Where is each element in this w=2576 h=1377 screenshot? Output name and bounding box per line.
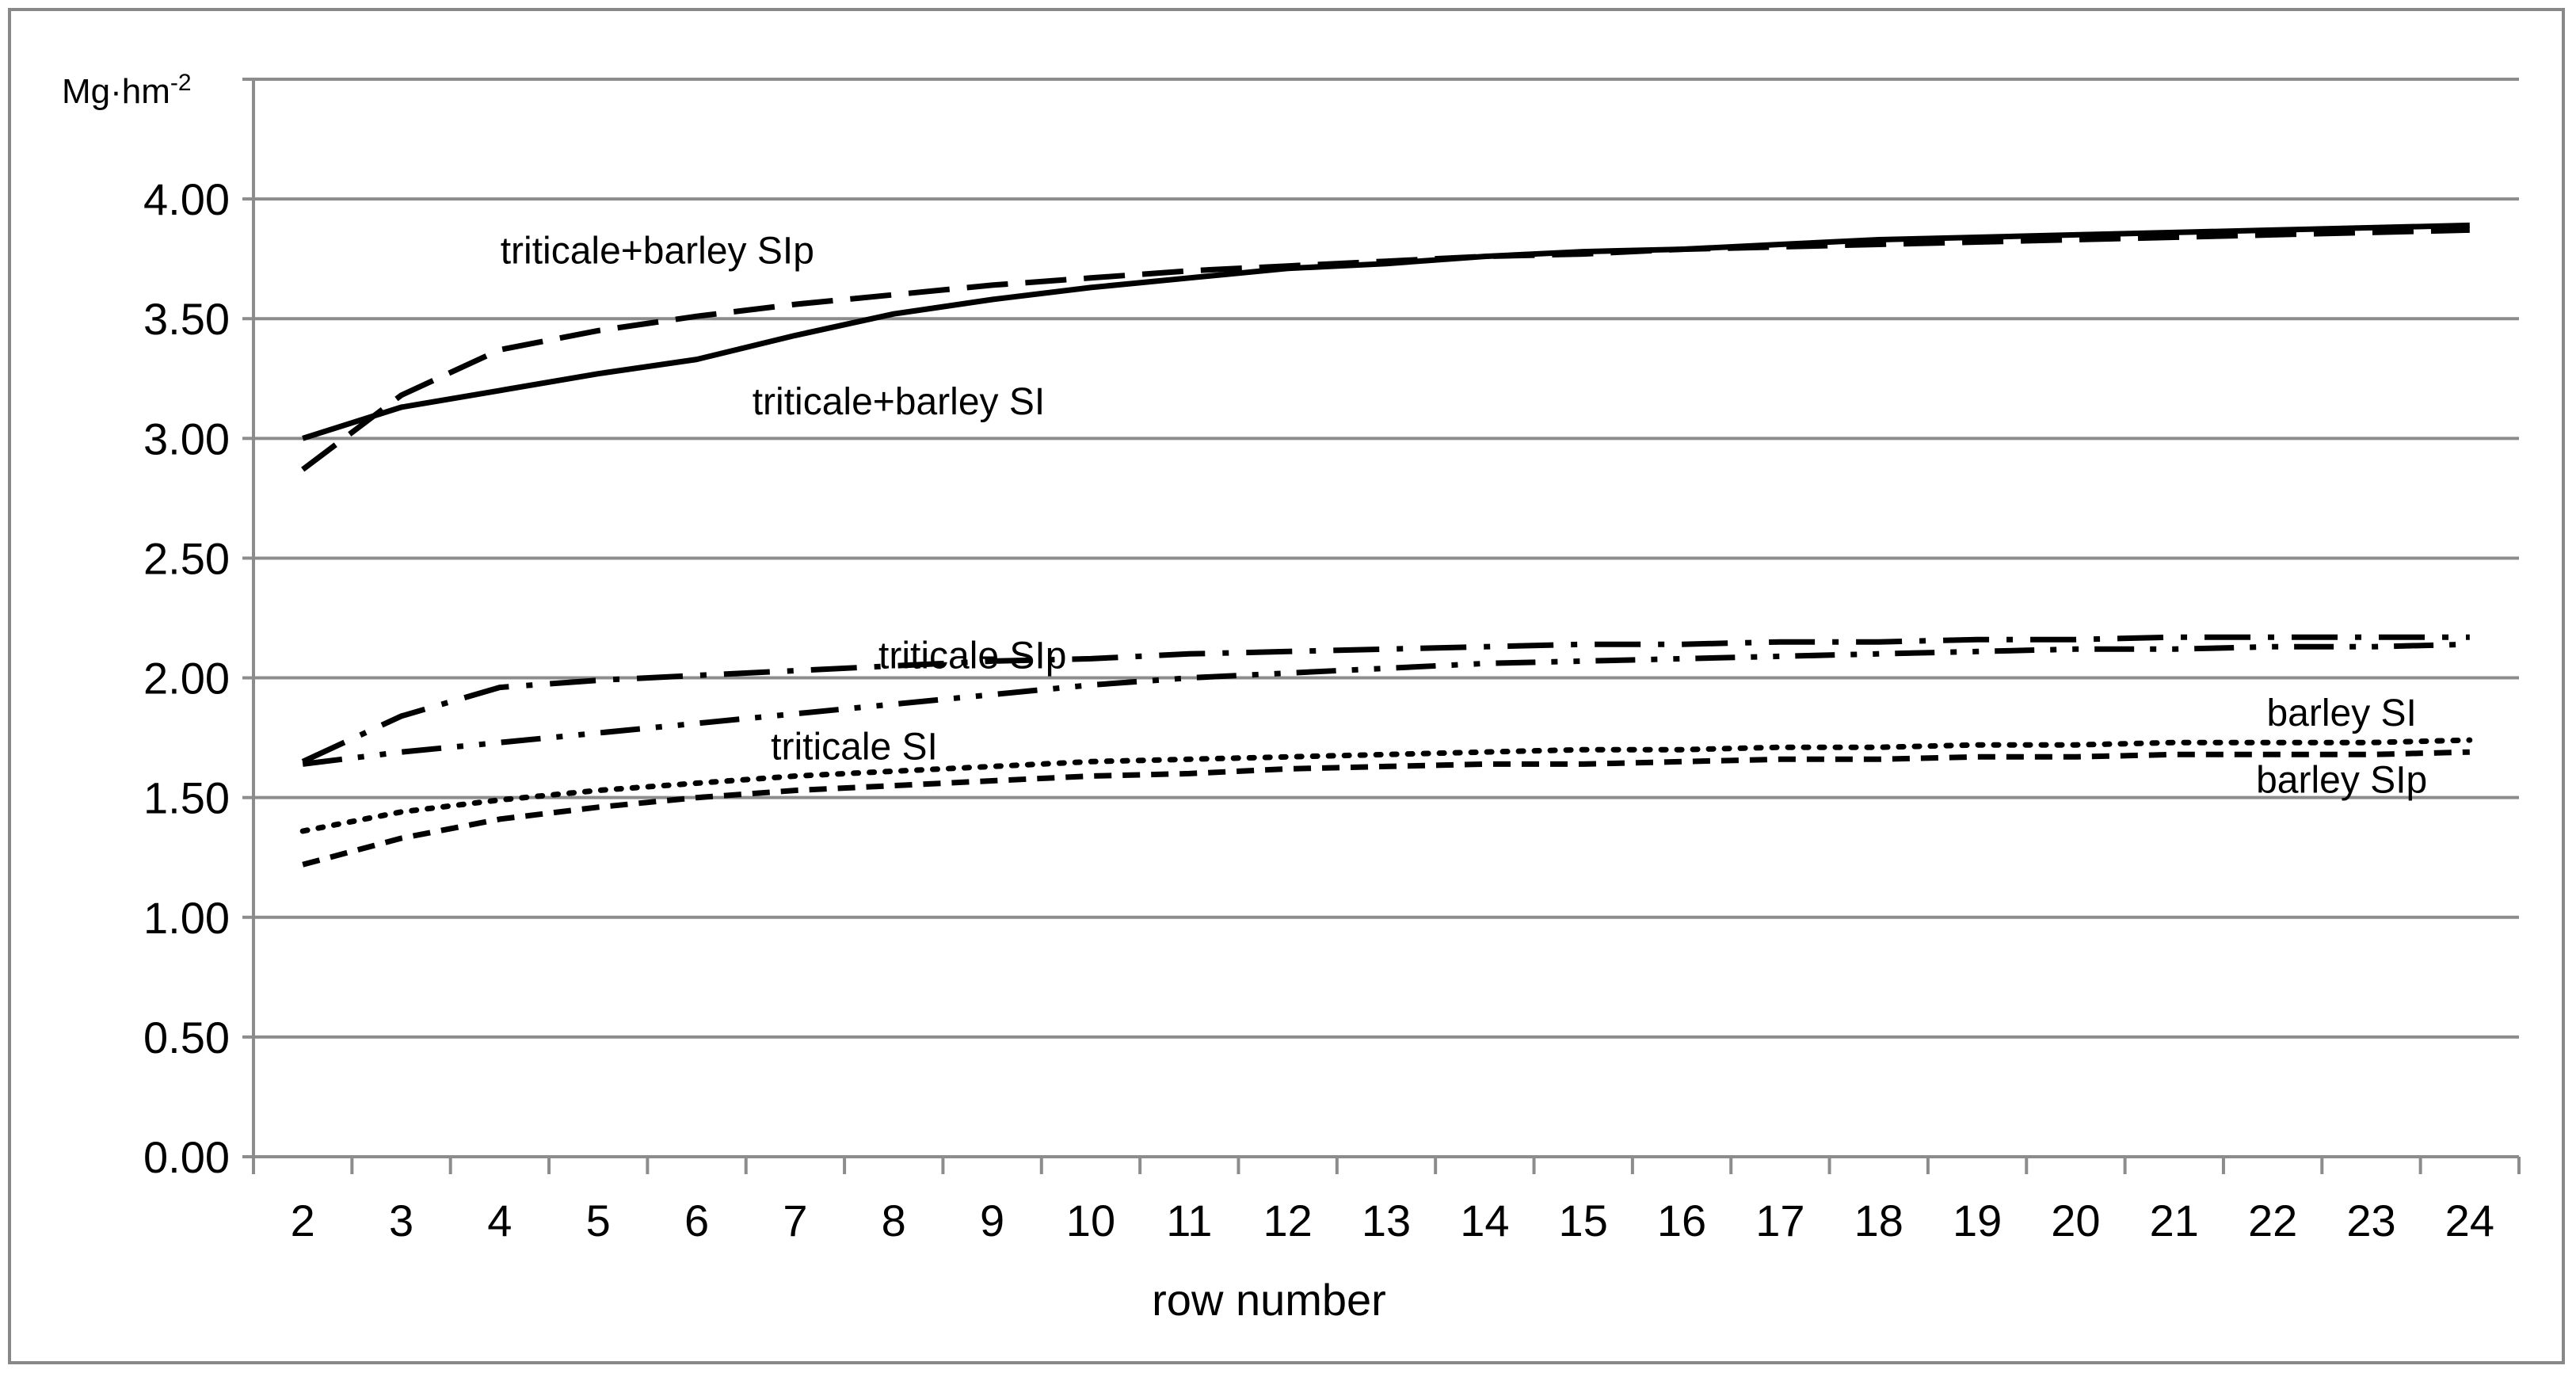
x-tick-labels: 2 3 4 5 6 7 8 9 10 11 12 13 14 15 16 17 18 19 20 21 22 23 24 xyxy=(291,1196,2494,1245)
x-tick-label: 19 xyxy=(1953,1196,2002,1245)
series-line-2 xyxy=(301,227,2470,472)
x-tick-label: 2 xyxy=(291,1196,315,1245)
series-annotation: triticale SI xyxy=(771,726,938,768)
series-line-5 xyxy=(299,737,2473,834)
x-tick-label: 16 xyxy=(1657,1196,1706,1245)
x-tick-label: 10 xyxy=(1066,1196,1115,1245)
x-axis-title: row number xyxy=(1152,1275,1386,1325)
x-tick-label: 5 xyxy=(586,1196,611,1245)
gridlines xyxy=(253,78,2519,1039)
y-tick-labels: 0.00 0.50 1.00 1.50 2.00 2.50 3.00 3.50 4.00 xyxy=(143,174,230,1182)
x-tick-label: 22 xyxy=(2248,1196,2297,1245)
x-tick-label: 18 xyxy=(1854,1196,1903,1245)
series-annotation: barley SI xyxy=(2266,692,2416,734)
axes xyxy=(242,78,2521,1174)
series-line-6 xyxy=(302,749,2470,868)
series-annotations: triticale+barley SIp triticale+barley SI t… xyxy=(501,231,2428,802)
y-tick-label: 2.00 xyxy=(143,654,230,704)
y-tick-label: 2.50 xyxy=(143,533,230,583)
y-tick-label: 0.00 xyxy=(143,1132,230,1182)
x-tick-label: 21 xyxy=(2150,1196,2199,1245)
x-tick-label: 4 xyxy=(487,1196,512,1245)
series-annotation: triticale+barley SIp xyxy=(501,231,814,273)
series-annotation: barley SIp xyxy=(2256,760,2427,802)
y-tick-label: 4.00 xyxy=(143,174,230,224)
x-tick-label: 20 xyxy=(2051,1196,2100,1245)
series-lines xyxy=(299,222,2473,868)
x-tick-label: 6 xyxy=(684,1196,709,1245)
y-tick-label: 1.00 xyxy=(143,893,230,943)
x-tick-label: 12 xyxy=(1263,1196,1313,1245)
y-tick-label: 0.50 xyxy=(143,1013,230,1062)
x-tick-label: 3 xyxy=(389,1196,413,1245)
series-annotation: triticale+barley SI xyxy=(753,381,1046,423)
series-annotation: triticale SIp xyxy=(878,635,1066,677)
x-tick-label: 13 xyxy=(1362,1196,1411,1245)
y-tick-label: 1.50 xyxy=(143,773,230,823)
x-tick-label: 11 xyxy=(1166,1196,1212,1245)
y-tick-label: 3.50 xyxy=(143,294,230,344)
x-tick-label: 14 xyxy=(1460,1196,1509,1245)
y-axis-unit-label: Mg·hm-2 xyxy=(62,70,192,111)
x-tick-label: 15 xyxy=(1559,1196,1608,1245)
series-line-4 xyxy=(302,641,2470,767)
x-tick-label: 24 xyxy=(2445,1196,2494,1245)
x-tick-label: 8 xyxy=(882,1196,906,1245)
x-tick-label: 9 xyxy=(980,1196,1004,1245)
x-tick-label: 17 xyxy=(1755,1196,1804,1245)
series-line-3 xyxy=(301,634,2470,765)
y-tick-label: 3.00 xyxy=(143,414,230,463)
x-tick-label: 23 xyxy=(2346,1196,2395,1245)
x-tick-label: 7 xyxy=(783,1196,807,1245)
